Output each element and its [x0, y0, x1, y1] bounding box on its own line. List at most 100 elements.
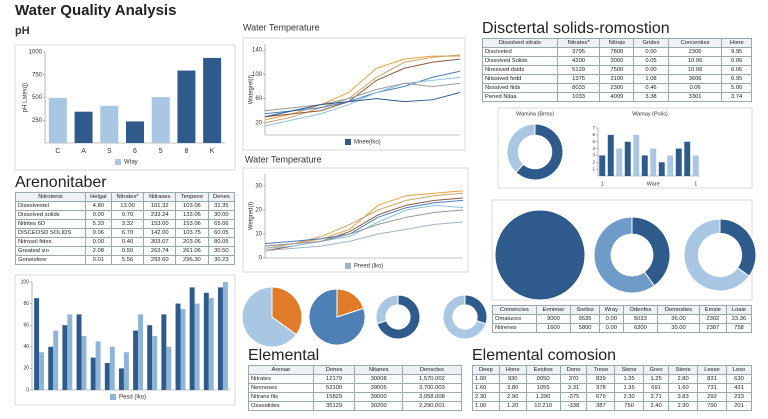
cell: 6.70 [110, 228, 145, 238]
cell: 2.90 [668, 401, 698, 411]
bar [599, 155, 606, 176]
cell: 930 [498, 374, 527, 384]
header-cell: Deep [472, 365, 500, 375]
panel [14, 44, 236, 171]
bar [684, 141, 691, 176]
line [264, 55, 460, 121]
line [264, 92, 461, 118]
cell: 2.08 [84, 246, 112, 256]
bar [95, 341, 101, 390]
cell: 0050 [525, 374, 561, 384]
row: Omaiuces 9000 9535 0.00 5033 36.00 2302 23.36 [492, 314, 753, 324]
cell: 2,290.001 [401, 401, 463, 411]
header-cell: Stene [614, 365, 644, 375]
row: Nitrans fils 15829 39000 3,058.008 [248, 392, 463, 402]
header-row: Comencies Ermimer Sreliss Wray Odenfes Demosi… [492, 305, 753, 315]
table-title: Disctertal solids-romostion [482, 20, 670, 37]
cell: 3.80 [498, 383, 527, 393]
table: Arenae Dones Nitanes Densctes Nitrates 12179 3… [248, 365, 463, 411]
line [264, 76, 461, 127]
bar [633, 134, 640, 176]
page-title: Water Quality Analysis [15, 2, 177, 19]
slice [494, 209, 586, 301]
bar [177, 70, 196, 143]
cell: 30.50 [207, 246, 236, 256]
row: Nitrates 12179 30008 1,570.002 [248, 374, 463, 384]
cell: 378 [586, 383, 616, 393]
cell: Nitssived fedd [482, 74, 558, 84]
cell: 201 [726, 401, 752, 411]
cell: 1.290 [525, 392, 561, 402]
bar [692, 155, 699, 176]
cell: 103.06 [175, 201, 209, 211]
cell: 80.05 [207, 237, 236, 247]
bar [138, 314, 144, 390]
chart-title: Wamina (Brms) [516, 111, 554, 117]
y-axis-label: Wategrel(I) [249, 75, 255, 104]
header-cell: Denes [207, 192, 236, 202]
cell: 0.40 [110, 237, 145, 247]
row: Nennoses 53100 39005 3,700.003 [248, 383, 463, 393]
cell: 2.80 [668, 374, 698, 384]
bar [126, 121, 144, 143]
x-tick-label: 1 [694, 181, 697, 187]
cell: DISCEOSD SOLIDS [15, 228, 86, 238]
cell: 2.90 [498, 392, 527, 402]
cell: 0.00 [633, 65, 669, 75]
cell: 9000 [535, 314, 572, 324]
cell: 153.00 [143, 219, 177, 229]
cell: -375 [559, 392, 588, 402]
legend-swatch [115, 159, 121, 165]
bar [62, 325, 68, 390]
line [264, 199, 464, 245]
cell: 0.00 [84, 210, 112, 220]
row: Greatsid izo 2.08 0.50 263.74 261.06 30.50 [15, 246, 236, 256]
cell: 30200 [354, 401, 403, 411]
cell: 0.50 [110, 246, 145, 256]
y-tick-label: 20 [23, 366, 29, 372]
cell: 691 [642, 383, 670, 393]
table-block: Disctertal solids-romostion Dissolved sit… [482, 20, 752, 102]
legend-swatch [345, 139, 351, 145]
y-tick-label: 6 [592, 132, 595, 137]
row: Goneisfere 0.01 5.56 293.60 296.30 30.23 [15, 255, 236, 265]
bar [109, 346, 115, 390]
cell: -338 [559, 401, 588, 411]
y-tick-label: 80 [23, 301, 29, 307]
cell: 10.06 [667, 56, 723, 66]
row: 1.00 1.20 10.210 -338 387 750 2.40 2.90 790 201 [472, 401, 752, 411]
cell: Disciveted [482, 47, 558, 57]
cell: 9535 [570, 314, 600, 324]
cell: 1.00 [472, 401, 500, 411]
row: Nitrosol fides 0.00 0.40 303.07 203.06 80.05 [15, 237, 236, 247]
bar [650, 148, 657, 176]
header-cell: Nitanes [354, 365, 403, 375]
header-cell: Arenae [248, 365, 314, 375]
header-cell: Nitrases [143, 192, 177, 202]
cell: 0.00 [633, 47, 669, 57]
cell: 3100 [599, 74, 635, 84]
bar [90, 357, 96, 390]
bar [658, 162, 665, 176]
cell: 0.06 [721, 65, 752, 75]
cell: 5129 [556, 65, 601, 75]
cell: 3.74 [721, 92, 752, 102]
cell: 203.06 [175, 237, 209, 247]
bar [208, 298, 214, 390]
line [264, 82, 461, 112]
cell: 0.00 [598, 323, 624, 333]
cell: 5800 [570, 323, 600, 333]
table-block: Arenonitaber Nitrotenis Helgal Nitrates* Nit… [15, 174, 236, 265]
cell: 10.06 [667, 65, 723, 75]
cell: 30.23 [207, 255, 236, 265]
header-cell: Nitrates* [556, 38, 601, 48]
cell: Goneisfere [15, 255, 86, 265]
line [264, 209, 464, 247]
bar [194, 303, 200, 390]
cell: 0.46 [633, 83, 669, 93]
cell: 7800 [599, 47, 635, 57]
table: Nitrotenis Helgal Nitrates* Nitrases Tenpeno… [15, 192, 236, 265]
cell: 2387 [698, 323, 727, 333]
cell: 142.00 [143, 228, 177, 238]
